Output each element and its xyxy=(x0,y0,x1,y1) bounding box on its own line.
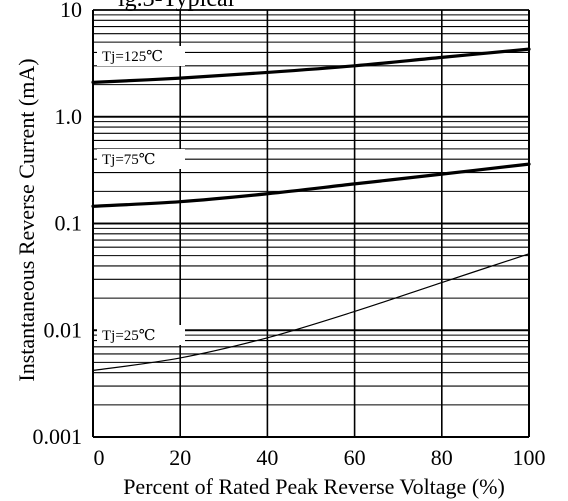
series-label-bg xyxy=(97,325,185,345)
y-tick-label: 0.01 xyxy=(44,317,83,342)
y-tick-labels: 0.001 0.01 0.1 1.0 10 xyxy=(33,0,83,449)
series-line xyxy=(92,253,530,372)
series-label-bg xyxy=(97,149,185,169)
curves xyxy=(91,47,531,372)
series-line xyxy=(91,47,531,84)
curve-labels: Tj=125℃ Tj=75℃ Tj=25℃ xyxy=(97,46,185,345)
series-label-bg xyxy=(97,46,185,66)
x-tick-label: 20 xyxy=(169,445,191,470)
y-tick-label: 1.0 xyxy=(55,104,83,129)
x-tick-labels: 0 20 40 60 80 100 xyxy=(94,445,546,470)
x-tick-label: 0 xyxy=(94,445,105,470)
x-tick-label: 100 xyxy=(513,445,546,470)
grid xyxy=(92,9,530,438)
x-tick-label: 80 xyxy=(431,445,453,470)
y-tick-label: 10 xyxy=(60,0,82,22)
y-tick-label: 0.001 xyxy=(33,424,83,449)
chart-title: ig.3-Typical xyxy=(118,0,235,12)
x-tick-label: 60 xyxy=(344,445,366,470)
x-axis-title: Percent of Rated Peak Reverse Voltage (%… xyxy=(123,474,505,499)
series-label: Tj=125℃ xyxy=(102,49,163,65)
series-line xyxy=(91,162,531,208)
x-tick-label: 40 xyxy=(256,445,278,470)
series-label: Tj=25℃ xyxy=(102,328,156,344)
y-axis-title: Instantaneous Reverse Current (mA) xyxy=(14,58,39,381)
series-label: Tj=75℃ xyxy=(102,152,156,168)
y-tick-label: 0.1 xyxy=(55,211,83,236)
